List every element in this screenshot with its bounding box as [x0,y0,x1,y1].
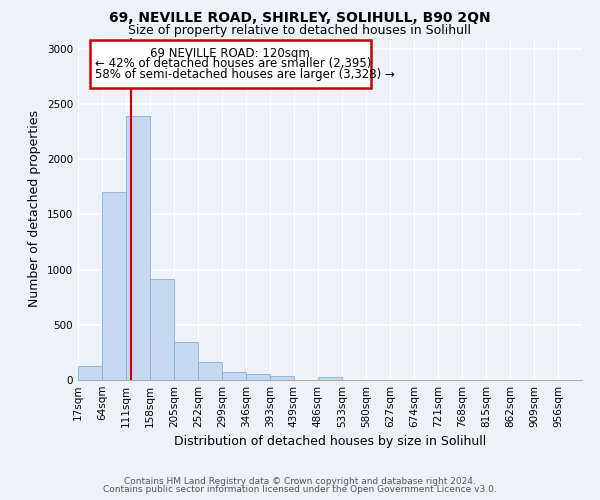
FancyBboxPatch shape [90,40,371,88]
Bar [78,366,102,380]
Text: Contains public sector information licensed under the Open Government Licence v3: Contains public sector information licen… [103,485,497,494]
Text: ← 42% of detached houses are smaller (2,395): ← 42% of detached houses are smaller (2,… [95,58,371,70]
Text: 69 NEVILLE ROAD: 120sqm: 69 NEVILLE ROAD: 120sqm [151,47,310,60]
Text: 58% of semi-detached houses are larger (3,328) →: 58% of semi-detached houses are larger (… [95,68,395,81]
Bar [126,116,150,380]
Bar [150,280,174,380]
X-axis label: Distribution of detached houses by size in Solihull: Distribution of detached houses by size … [174,436,486,448]
Text: 69, NEVILLE ROAD, SHIRLEY, SOLIHULL, B90 2QN: 69, NEVILLE ROAD, SHIRLEY, SOLIHULL, B90… [109,11,491,25]
Bar [102,192,126,380]
Y-axis label: Number of detached properties: Number of detached properties [28,110,41,307]
Text: Contains HM Land Registry data © Crown copyright and database right 2024.: Contains HM Land Registry data © Crown c… [124,477,476,486]
Bar [198,362,222,380]
Bar [318,377,342,380]
Bar [270,376,294,380]
Text: Size of property relative to detached houses in Solihull: Size of property relative to detached ho… [128,24,472,37]
Bar [174,342,198,380]
Bar [246,374,270,380]
Bar [222,372,246,380]
